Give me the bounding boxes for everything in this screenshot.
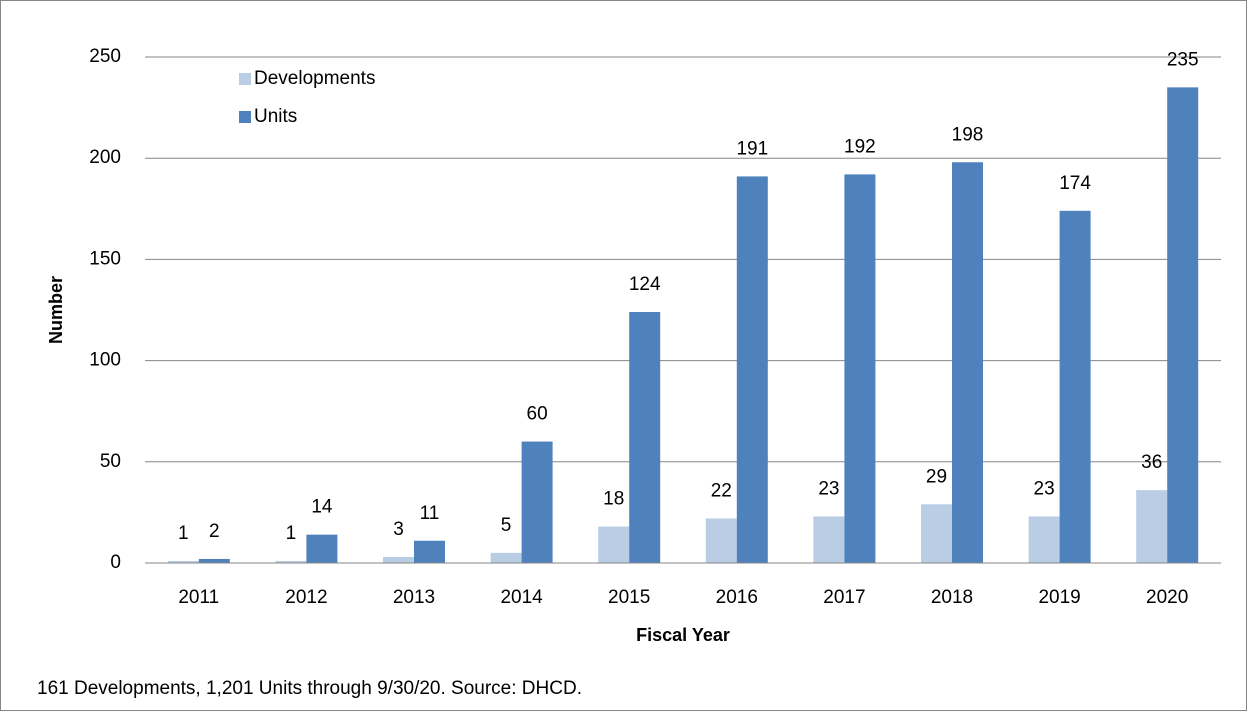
data-label: 36: [1141, 452, 1162, 473]
y-axis-title: Number: [46, 276, 66, 344]
data-label: 1: [286, 523, 297, 544]
bar: [1136, 490, 1168, 563]
data-label: 14: [311, 497, 333, 518]
x-tick-label: 2013: [393, 587, 435, 608]
data-label: 191: [736, 138, 768, 159]
data-label: 18: [603, 489, 624, 510]
x-tick-label: 2019: [1038, 587, 1080, 608]
bar: [952, 162, 983, 564]
data-label: 2: [209, 521, 220, 542]
bar: [1059, 210, 1091, 563]
bar: [1167, 87, 1199, 564]
x-tick-label: 2016: [716, 587, 758, 608]
data-label: 29: [926, 466, 947, 487]
bar: [275, 560, 307, 563]
bar: [383, 556, 414, 563]
x-tick-label: 2017: [823, 587, 865, 608]
x-tick-label: 2015: [608, 587, 650, 608]
data-label: 5: [501, 515, 512, 536]
y-tick-label: 0: [110, 552, 121, 573]
data-label: 60: [527, 404, 548, 425]
data-label: 192: [844, 136, 876, 157]
data-label: 23: [818, 478, 839, 499]
footnote: 161 Developments, 1,201 Units through 9/…: [37, 678, 582, 699]
legend-swatch: [239, 73, 251, 85]
x-tick-label: 2020: [1146, 587, 1188, 608]
legend-swatch: [239, 111, 251, 123]
bar: [306, 534, 338, 563]
x-tick-label: 2011: [178, 587, 219, 608]
bar: [705, 518, 737, 563]
x-tick-label: 2012: [285, 587, 327, 608]
bar: [598, 526, 630, 563]
data-label: 124: [629, 274, 661, 295]
data-label: 11: [420, 503, 440, 524]
bar: [414, 540, 445, 563]
y-tick-label: 200: [89, 147, 121, 168]
data-label: 22: [711, 480, 732, 501]
data-label: 3: [393, 519, 404, 540]
bar: [490, 552, 522, 563]
bar: [198, 558, 230, 563]
data-label: 174: [1059, 173, 1091, 194]
bar: [167, 560, 199, 563]
y-tick-label: 250: [89, 46, 121, 67]
bar: [844, 174, 876, 563]
data-label: 23: [1034, 478, 1055, 499]
x-tick-label: 2014: [500, 587, 543, 608]
bar: [736, 176, 768, 563]
bar: [629, 312, 661, 563]
data-label: 235: [1167, 49, 1199, 70]
bar: [521, 441, 553, 563]
data-label: 1: [178, 523, 189, 544]
bar: [921, 504, 952, 563]
x-axis-title: Fiscal Year: [636, 625, 730, 645]
legend-label: Units: [254, 106, 297, 127]
x-tick-label: 2018: [931, 587, 973, 608]
legend-label: Developments: [254, 68, 375, 89]
y-tick-label: 100: [89, 350, 121, 371]
bar: [1028, 516, 1060, 563]
y-tick-label: 50: [100, 451, 121, 472]
y-tick-label: 150: [89, 248, 121, 269]
data-label: 198: [952, 124, 984, 145]
bar: [813, 516, 845, 563]
